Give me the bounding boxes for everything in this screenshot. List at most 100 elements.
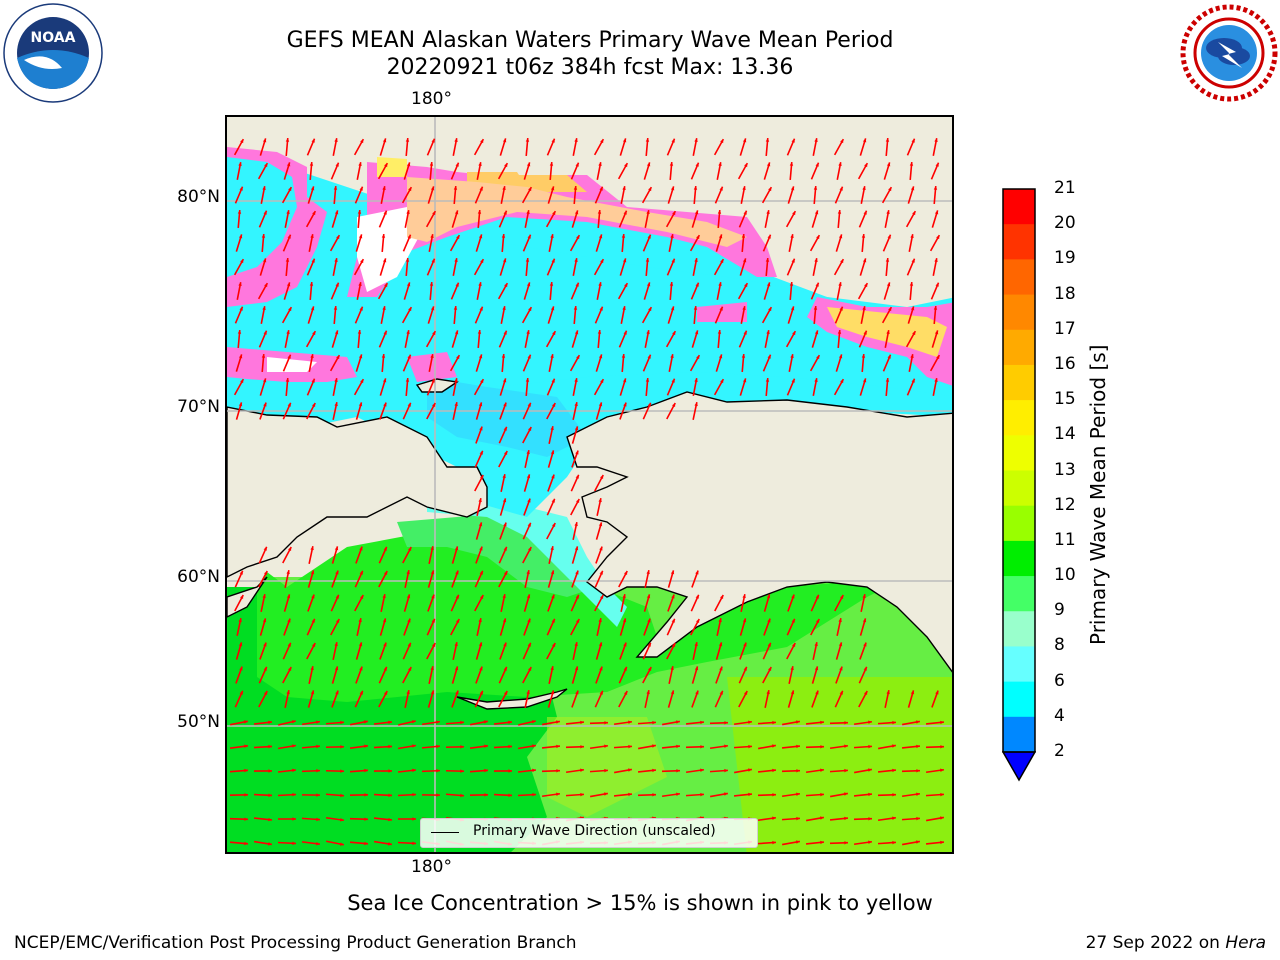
- direction-arrow-head: [622, 258, 627, 263]
- direction-arrow-head: [934, 258, 938, 263]
- direction-arrow-head: [478, 234, 483, 239]
- direction-arrow-head: [551, 258, 555, 263]
- direction-arrow-head: [501, 234, 506, 238]
- direction-arrow-head: [406, 330, 410, 335]
- direction-arrow-head: [287, 667, 292, 672]
- direction-arrow-head: [525, 138, 530, 142]
- direction-arrow-head: [363, 720, 368, 724]
- direction-arrow-head: [316, 817, 320, 822]
- direction-arrow-head: [526, 210, 530, 215]
- direction-arrow-head: [598, 234, 603, 239]
- direction-arrow-head: [768, 187, 772, 192]
- direction-arrow-head: [240, 259, 244, 264]
- direction-arrow-head: [551, 643, 556, 648]
- direction-arrow-head: [887, 354, 891, 359]
- direction-arrow-head: [791, 643, 796, 648]
- direction-arrow-head: [576, 355, 580, 360]
- direction-arrow-head: [239, 186, 243, 191]
- direction-arrow-head: [700, 720, 704, 725]
- direction-arrow-head: [360, 259, 364, 264]
- direction-arrow-head: [676, 720, 680, 724]
- direction-arrow-head: [407, 642, 411, 647]
- direction-arrow-head: [724, 768, 728, 773]
- colorbar-tick-label: 10: [1054, 565, 1076, 586]
- direction-arrow-head: [383, 666, 387, 671]
- direction-arrow-head: [311, 643, 316, 648]
- direction-arrow-head: [383, 402, 387, 407]
- direction-arrow-head: [748, 792, 752, 797]
- direction-arrow-head: [700, 792, 704, 797]
- direction-arrow-head: [310, 306, 315, 311]
- colorbar-swatch: [1003, 716, 1035, 753]
- direction-arrow-head: [936, 355, 940, 360]
- direction-arrow-head: [724, 721, 728, 725]
- direction-arrow-head: [598, 498, 602, 503]
- direction-arrow-head: [892, 816, 896, 820]
- direction-arrow-head: [263, 210, 267, 215]
- direction-arrow-head: [575, 282, 579, 287]
- direction-arrow-head: [316, 769, 320, 773]
- direction-arrow-head: [909, 162, 914, 166]
- direction-arrow-head: [407, 354, 411, 359]
- direction-arrow-head: [838, 642, 843, 647]
- direction-arrow-head: [597, 330, 602, 334]
- direction-arrow-head: [333, 186, 338, 190]
- direction-arrow-head: [628, 792, 632, 797]
- direction-arrow-head: [502, 258, 507, 263]
- direction-arrow-head: [575, 570, 579, 575]
- direction-arrow-head: [862, 306, 866, 311]
- direction-arrow-head: [239, 690, 243, 695]
- direction-arrow-head: [334, 666, 339, 671]
- direction-arrow-head: [645, 138, 650, 142]
- direction-arrow-head: [508, 744, 512, 749]
- direction-arrow-head: [239, 306, 243, 311]
- direction-arrow-head: [268, 842, 272, 846]
- direction-arrow-head: [624, 283, 628, 288]
- direction-arrow-head: [934, 210, 939, 215]
- direction-arrow-head: [935, 282, 939, 287]
- direction-arrow-head: [940, 840, 944, 845]
- direction-arrow-head: [646, 570, 650, 575]
- direction-arrow-head: [310, 546, 314, 551]
- direction-arrow-head: [268, 769, 272, 773]
- direction-arrow-head: [910, 690, 915, 695]
- direction-arrow-head: [935, 162, 939, 167]
- direction-arrow-head: [886, 690, 890, 695]
- direction-arrow-head: [580, 768, 584, 772]
- direction-arrow-head: [287, 618, 291, 623]
- direction-arrow-head: [336, 235, 340, 240]
- direction-arrow-head: [430, 354, 434, 359]
- direction-arrow-head: [388, 842, 392, 846]
- direction-arrow-head: [336, 355, 340, 360]
- direction-arrow-head: [460, 793, 464, 798]
- direction-arrow-head: [645, 258, 650, 262]
- direction-arrow-head: [694, 258, 698, 263]
- direction-arrow-head: [551, 474, 555, 479]
- direction-arrow-head: [528, 187, 532, 192]
- direction-arrow-head: [765, 138, 770, 142]
- direction-arrow-head: [525, 258, 530, 262]
- direction-arrow-head: [335, 594, 339, 599]
- direction-arrow-head: [358, 282, 362, 287]
- direction-arrow-head: [527, 234, 531, 239]
- direction-arrow-head: [574, 210, 579, 215]
- direction-arrow-head: [316, 720, 320, 724]
- direction-arrow-head: [911, 258, 915, 263]
- direction-arrow-head: [766, 594, 771, 599]
- direction-arrow-head: [360, 139, 364, 144]
- direction-arrow-head: [364, 841, 368, 846]
- direction-arrow-head: [820, 840, 824, 845]
- direction-arrow-head: [335, 570, 339, 575]
- direction-arrow-head: [791, 378, 795, 383]
- direction-arrow-head: [814, 330, 819, 335]
- nws-logo-icon: [1180, 4, 1278, 102]
- direction-arrow-head: [814, 666, 819, 671]
- direction-arrow-head: [796, 792, 800, 796]
- direction-arrow-head: [916, 720, 920, 724]
- direction-arrow-head: [262, 594, 266, 599]
- direction-arrow-head: [527, 402, 531, 407]
- direction-arrow-head: [480, 379, 484, 384]
- direction-arrow-head: [863, 642, 867, 647]
- direction-arrow-head: [598, 282, 602, 287]
- direction-arrow-head: [358, 162, 362, 167]
